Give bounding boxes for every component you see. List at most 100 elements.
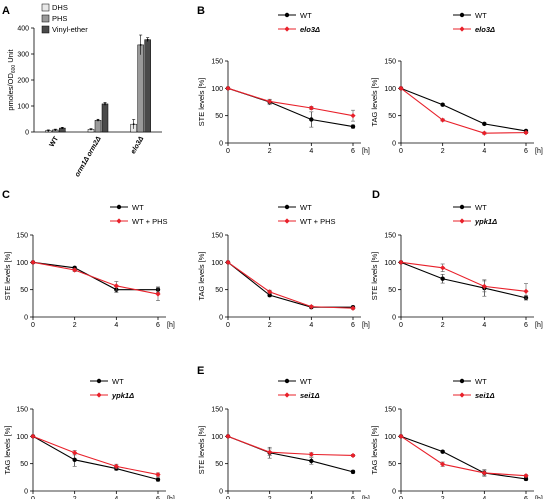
series-line — [400, 261, 527, 292]
series-line — [227, 261, 354, 309]
y-tick-label: 100 — [384, 86, 396, 93]
data-point — [54, 129, 57, 131]
panel-letter: E — [197, 365, 204, 377]
legend-marker — [284, 204, 290, 210]
y-tick-label: 50 — [388, 461, 396, 468]
data-point — [132, 123, 135, 126]
data-point — [309, 458, 314, 464]
x-tick-label: 4 — [114, 496, 118, 499]
legend-marker — [284, 218, 290, 224]
x-tick-label: 2 — [73, 496, 77, 499]
legend-marker — [459, 378, 465, 384]
x-tick-label: 2 — [441, 322, 445, 329]
data-point — [113, 283, 119, 289]
data-point — [146, 38, 149, 41]
panel-letter: A — [2, 5, 10, 17]
y-tick-label: 50 — [388, 287, 396, 294]
x-tick-label: 4 — [482, 496, 486, 499]
y-axis-title: pmoles/OD600 Unit — [6, 48, 17, 110]
y-tick-label: 150 — [211, 59, 223, 66]
x-tick-label: 4 — [309, 148, 313, 155]
series-line — [400, 435, 527, 480]
legend-label: elo3Δ — [300, 25, 320, 34]
legend-swatch — [41, 14, 50, 23]
y-tick-label: 100 — [211, 260, 223, 267]
x-axis-unit: [h] — [535, 148, 543, 155]
y-axis-title-subscript: 600 — [11, 65, 17, 74]
x-tick-label: 2 — [441, 496, 445, 499]
data-point — [155, 472, 161, 478]
legend-marker — [459, 26, 465, 32]
panel-sub-4: 0 50 100 150 TAG levels [%] 0 2 4 6 [h] WT WT + PHS — [197, 203, 370, 329]
series-line — [227, 435, 354, 457]
y-tick-label: 0 — [219, 141, 223, 148]
x-tick-label: 6 — [524, 148, 528, 155]
legend-label: WT — [475, 203, 487, 212]
panel-e: E 0 50 100 150 STE levels [%] 0 2 4 6 [h] WT sei1Δ — [197, 365, 370, 499]
data-point — [30, 433, 36, 439]
y-tick-label: 50 — [20, 461, 28, 468]
data-point — [481, 283, 487, 289]
y-tick-label: 150 — [16, 407, 28, 414]
y-tick-label: 0 — [392, 315, 396, 322]
y-axis-title-part: pmoles/OD — [6, 73, 15, 111]
data-point — [225, 85, 231, 91]
y-tick-label: 0 — [392, 489, 396, 496]
y-axis-title: TAG levels [%] — [370, 425, 379, 474]
x-tick-label: 2 — [268, 496, 272, 499]
x-axis-unit: [h] — [362, 148, 370, 155]
x-tick-label: 0 — [226, 496, 230, 499]
data-point — [97, 119, 99, 122]
x-category-label: orm1Δ orm2Δ — [74, 135, 103, 178]
x-axis-unit: [h] — [167, 496, 175, 499]
data-point — [61, 127, 64, 129]
data-point — [225, 259, 231, 265]
data-point — [350, 305, 356, 311]
y-axis-title: STE levels [%] — [3, 252, 12, 301]
data-point — [398, 85, 404, 91]
x-axis-unit: [h] — [535, 322, 543, 329]
y-tick-label: 150 — [16, 233, 28, 240]
series-line — [400, 87, 527, 132]
panel-sub-6: 0 50 100 150 TAG levels [%] 0 2 4 6 [h] WT ypk1Δ — [3, 377, 175, 499]
data-point — [398, 433, 404, 439]
data-point — [155, 477, 161, 482]
y-axis-title: TAG levels [%] — [370, 77, 379, 126]
data-point — [30, 259, 36, 265]
legend-label: ypk1Δ — [474, 217, 497, 226]
data-point — [225, 433, 231, 439]
y-tick-label: 100 — [16, 260, 28, 267]
series-line — [400, 87, 527, 134]
data-point — [308, 105, 314, 111]
y-axis-title: TAG levels [%] — [3, 425, 12, 474]
data-point — [155, 291, 161, 297]
legend-label: Vinyl-ether — [52, 25, 88, 34]
data-point — [350, 452, 356, 459]
x-tick-label: 0 — [399, 322, 403, 329]
y-axis-title-part: Unit — [6, 48, 15, 64]
x-tick-label: 0 — [399, 496, 403, 499]
series-line — [227, 435, 354, 473]
y-tick-label: 50 — [20, 287, 28, 294]
panel-b: B 0 50 100 150 STE levels [%] 0 2 4 6 [h] WT elo3Δ — [197, 5, 370, 155]
legend-label: WT — [300, 11, 312, 20]
legend-label: WT — [132, 203, 144, 212]
panel-letter: B — [197, 5, 205, 17]
data-point — [523, 130, 529, 136]
legend-label: WT + PHS — [132, 217, 168, 226]
data-point — [523, 288, 529, 294]
data-point — [440, 276, 445, 281]
data-point — [90, 128, 92, 131]
legend-label: WT — [300, 377, 312, 386]
y-tick-label: 100 — [16, 434, 28, 441]
x-tick-label: 0 — [31, 322, 35, 329]
y-axis-title: STE levels [%] — [197, 426, 206, 475]
series-line — [32, 261, 159, 295]
y-tick-label: 0 — [24, 489, 28, 496]
legend-marker — [116, 218, 122, 224]
x-tick-label: 2 — [441, 148, 445, 155]
data-point — [440, 461, 446, 467]
legend-swatch — [41, 25, 50, 34]
panel-sub-2: 0 50 100 150 TAG levels [%] 0 2 4 6 [h] WT elo3Δ — [370, 11, 543, 155]
